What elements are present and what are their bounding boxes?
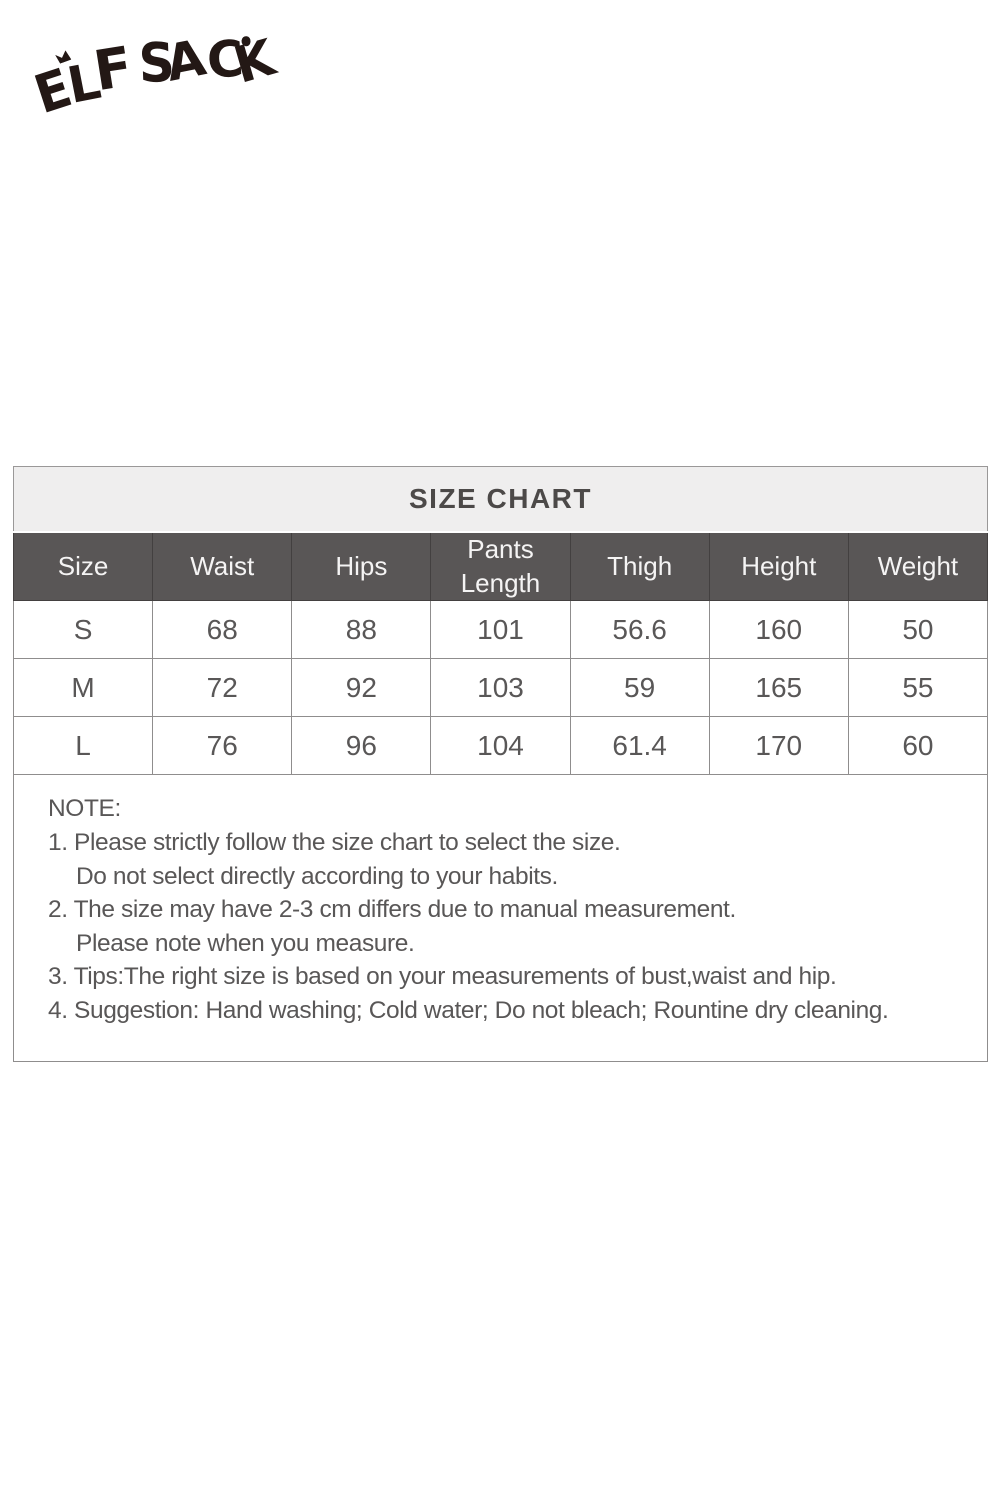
note-line: Do not select directly according to your…: [76, 862, 558, 890]
table-cell: 88: [291, 600, 432, 659]
note-box: NOTE: 1. Please strictly follow the size…: [13, 775, 988, 1062]
column-header-waist: Waist: [152, 531, 293, 601]
table-cell: 160: [708, 600, 849, 659]
table-cell: 56.6: [569, 600, 710, 659]
brand-logo-text: ELF SACK: [27, 29, 278, 126]
table-cell: 59: [569, 658, 710, 717]
size-chart-title: SIZE CHART: [13, 466, 988, 533]
table-cell: 103: [430, 658, 571, 717]
table-cell: 60: [847, 716, 989, 775]
size-chart: SIZE CHART Size Waist Hips Pants Length …: [12, 466, 989, 1062]
size-chart-table: SIZE CHART Size Waist Hips Pants Length …: [12, 466, 989, 775]
table-row-m: M 72 92 103 59 165 55: [12, 658, 989, 717]
brand-logo: ELF SACK: [27, 29, 277, 144]
column-header-thigh: Thigh: [569, 531, 710, 601]
column-header-pants-length: Pants Length: [430, 531, 571, 601]
note-line: 4. Suggestion: Hand washing; Cold water;…: [48, 996, 889, 1024]
table-cell: 104: [430, 716, 571, 775]
table-cell: 101: [430, 600, 571, 659]
column-header-size: Size: [12, 531, 154, 601]
table-row-l: L 76 96 104 61.4 170 60: [12, 716, 989, 775]
note-line: 2. The size may have 2-3 cm differs due …: [48, 896, 736, 923]
column-header-height: Height: [708, 531, 849, 601]
table-cell: 76: [152, 716, 293, 775]
note-line: 1. Please strictly follow the size chart…: [48, 829, 621, 856]
table-cell: M: [12, 658, 154, 717]
title-row: SIZE CHART: [13, 466, 988, 533]
column-header-hips: Hips: [291, 531, 432, 601]
header-row: Size Waist Hips Pants Length Thigh Heigh…: [12, 531, 989, 601]
table-cell: 165: [708, 658, 849, 717]
table-cell: 92: [291, 658, 432, 717]
table-cell: 96: [291, 716, 432, 775]
table-row-s: S 68 88 101 56.6 160 50: [12, 600, 989, 659]
note-line: 3. Tips:The right size is based on your …: [48, 963, 837, 990]
table-cell: 72: [152, 658, 293, 717]
column-header-weight: Weight: [847, 531, 989, 601]
table-cell: 50: [847, 600, 989, 659]
note-heading: NOTE:: [48, 795, 121, 822]
note-line: Please note when you measure.: [76, 929, 415, 957]
table-cell: 68: [152, 600, 293, 659]
table-cell: 61.4: [569, 716, 710, 775]
table-cell: L: [12, 716, 154, 775]
table-cell: 170: [708, 716, 849, 775]
table-cell: 55: [847, 658, 989, 717]
table-cell: S: [12, 600, 154, 659]
